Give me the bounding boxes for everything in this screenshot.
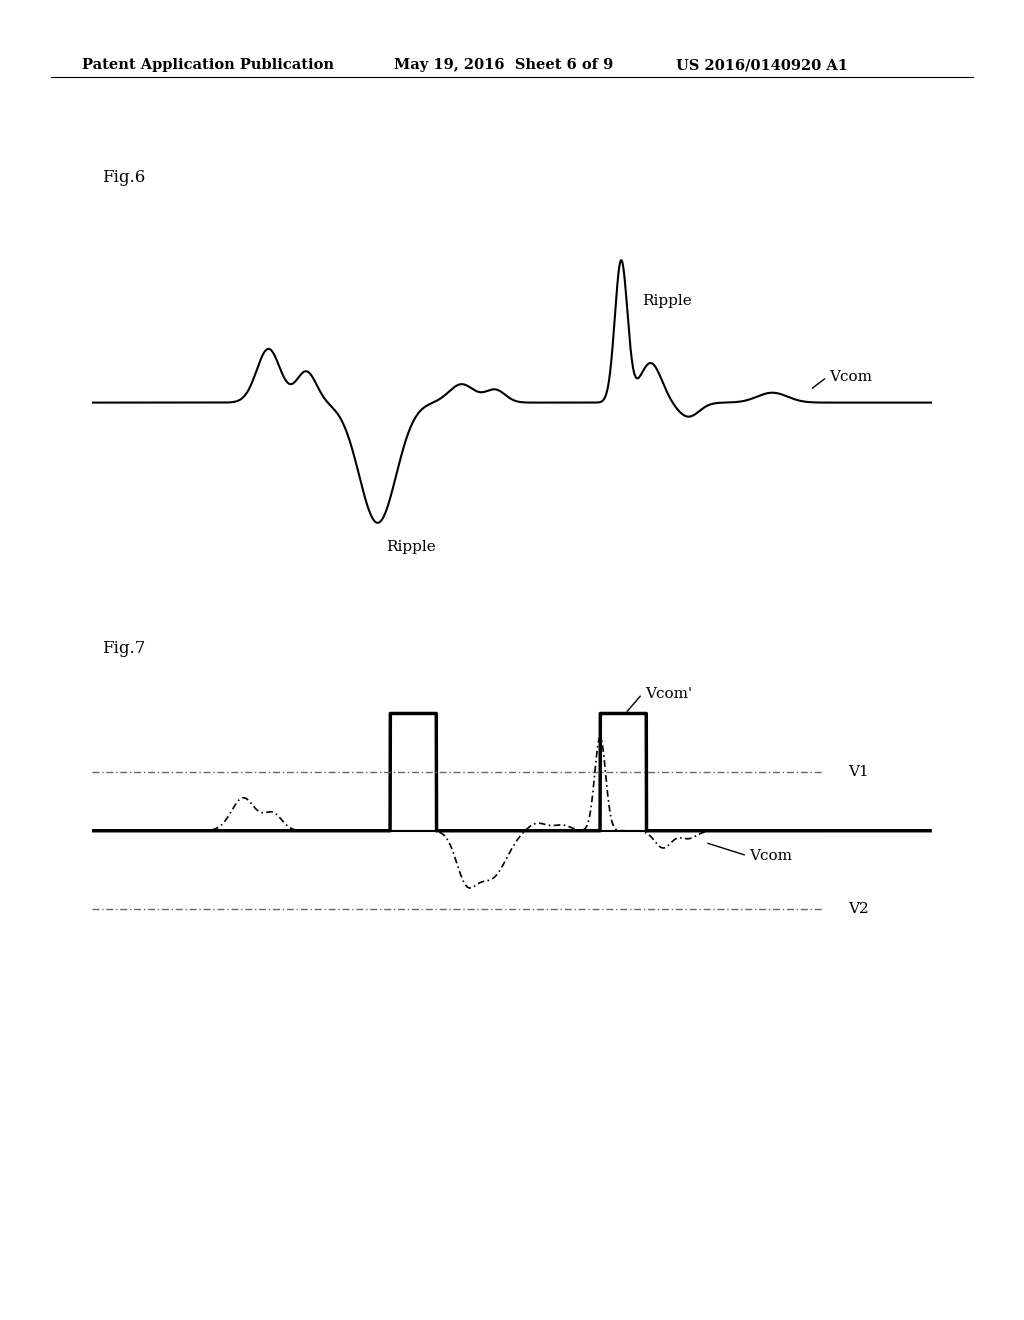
Text: Ripple: Ripple [642,294,692,308]
Text: Vcom: Vcom [829,370,872,384]
Text: May 19, 2016  Sheet 6 of 9: May 19, 2016 Sheet 6 of 9 [394,58,613,73]
Text: Vcom': Vcom' [645,686,692,701]
Text: Fig.7: Fig.7 [102,640,145,657]
Text: V2: V2 [848,902,868,916]
Text: Fig.6: Fig.6 [102,169,145,186]
Text: V1: V1 [848,766,868,779]
Text: Patent Application Publication: Patent Application Publication [82,58,334,73]
Text: Vcom: Vcom [750,849,793,863]
Text: Ripple: Ripple [386,540,436,554]
Text: US 2016/0140920 A1: US 2016/0140920 A1 [676,58,848,73]
